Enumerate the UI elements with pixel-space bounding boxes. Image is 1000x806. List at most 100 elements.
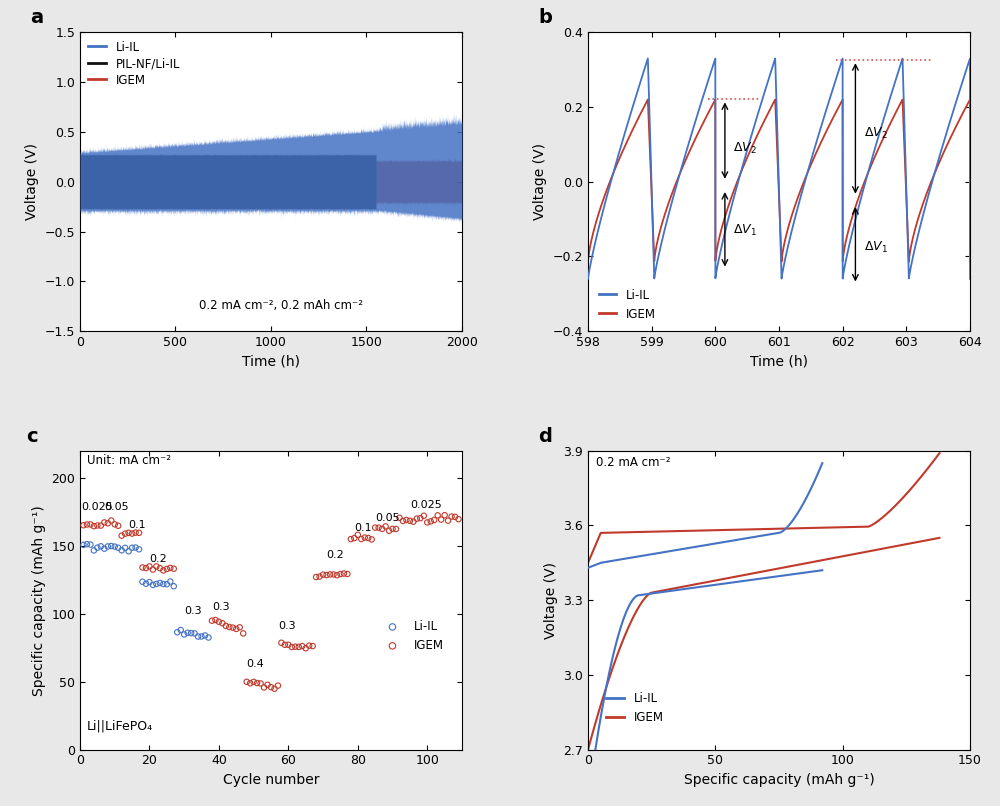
IGEM	[312, 570, 328, 583]
Li-IL	[148, 578, 164, 591]
Text: 0.3: 0.3	[212, 601, 230, 612]
IGEM	[325, 568, 341, 581]
IGEM	[166, 563, 182, 575]
IGEM	[419, 516, 435, 529]
IGEM	[357, 531, 373, 544]
Li-IL	[190, 630, 206, 643]
X-axis label: Time (h): Time (h)	[242, 355, 300, 368]
Text: d: d	[538, 426, 552, 446]
Li-IL	[166, 580, 182, 592]
IGEM	[364, 533, 380, 546]
Text: a: a	[30, 8, 43, 27]
Li-IL	[93, 540, 109, 553]
Y-axis label: Voltage (V): Voltage (V)	[544, 562, 558, 638]
Li-IL	[100, 540, 116, 553]
IGEM	[152, 562, 168, 575]
IGEM	[131, 526, 147, 539]
IGEM	[405, 515, 421, 528]
Li-IL	[197, 629, 213, 642]
IGEM	[225, 621, 241, 634]
IGEM	[221, 621, 237, 634]
Li-IL	[169, 625, 185, 638]
Text: Unit: mA cm⁻²: Unit: mA cm⁻²	[87, 455, 171, 467]
IGEM	[280, 638, 296, 651]
IGEM	[228, 622, 244, 635]
IGEM	[239, 675, 255, 688]
IGEM	[437, 509, 453, 521]
IGEM	[121, 526, 137, 539]
Li-IL	[117, 542, 133, 555]
IGEM	[273, 636, 289, 649]
IGEM	[374, 522, 390, 535]
IGEM	[145, 563, 161, 576]
IGEM	[284, 641, 300, 654]
Text: 0.2 mA cm⁻², 0.2 mAh cm⁻²: 0.2 mA cm⁻², 0.2 mAh cm⁻²	[199, 299, 363, 312]
Li-IL	[141, 575, 157, 588]
Text: 0.025: 0.025	[410, 500, 442, 509]
Li-IL	[159, 578, 175, 591]
Legend: Li-IL, IGEM: Li-IL, IGEM	[602, 688, 668, 729]
Legend: Li-IL, PIL-NF/Li-IL, IGEM: Li-IL, PIL-NF/Li-IL, IGEM	[86, 38, 182, 89]
Li-IL	[86, 544, 102, 557]
IGEM	[322, 568, 338, 581]
Text: 0.3: 0.3	[278, 621, 296, 630]
IGEM	[451, 513, 467, 526]
IGEM	[433, 513, 449, 526]
IGEM	[124, 527, 140, 540]
IGEM	[329, 569, 345, 582]
Text: 0.1: 0.1	[129, 520, 146, 530]
IGEM	[89, 519, 105, 532]
IGEM	[305, 640, 321, 653]
Li-IL	[110, 542, 126, 555]
IGEM	[371, 521, 387, 534]
IGEM	[103, 514, 119, 527]
X-axis label: Time (h): Time (h)	[750, 355, 808, 368]
IGEM	[350, 529, 366, 542]
IGEM	[256, 681, 272, 694]
Li-IL	[200, 631, 216, 644]
Li-IL	[96, 542, 112, 555]
Legend: Li-IL, IGEM: Li-IL, IGEM	[594, 284, 661, 326]
Li-IL	[103, 539, 119, 552]
Li-IL	[135, 575, 151, 588]
IGEM	[214, 617, 230, 629]
IGEM	[270, 679, 286, 692]
Li-IL	[187, 627, 203, 640]
Li-IL	[79, 538, 95, 550]
IGEM	[162, 562, 178, 575]
Li-IL	[82, 538, 98, 551]
IGEM	[416, 509, 432, 522]
Text: $\Delta V_1$: $\Delta V_1$	[733, 222, 757, 238]
IGEM	[385, 522, 401, 535]
IGEM	[117, 527, 133, 540]
IGEM	[96, 516, 112, 529]
IGEM	[93, 519, 109, 532]
IGEM	[107, 518, 123, 531]
IGEM	[86, 520, 102, 533]
Text: Li||LiFePO₄: Li||LiFePO₄	[87, 719, 153, 732]
IGEM	[391, 511, 407, 524]
IGEM	[336, 567, 352, 580]
Y-axis label: Specific capacity (mAh g⁻¹): Specific capacity (mAh g⁻¹)	[32, 505, 46, 696]
Li-IL	[121, 545, 137, 558]
IGEM	[343, 533, 359, 546]
Li-IL	[114, 544, 130, 557]
IGEM	[346, 532, 362, 545]
IGEM	[339, 567, 355, 580]
IGEM	[353, 533, 369, 546]
IGEM	[395, 514, 411, 527]
IGEM	[294, 640, 310, 653]
Y-axis label: Voltage (V): Voltage (V)	[25, 143, 39, 220]
IGEM	[409, 512, 425, 525]
Text: 0.4: 0.4	[247, 659, 264, 669]
Li-IL	[89, 542, 105, 555]
IGEM	[207, 613, 223, 626]
X-axis label: Specific capacity (mAh g⁻¹): Specific capacity (mAh g⁻¹)	[684, 773, 874, 787]
IGEM	[114, 530, 130, 542]
IGEM	[260, 679, 276, 692]
IGEM	[100, 517, 116, 530]
IGEM	[423, 515, 439, 528]
Li-IL	[75, 538, 91, 551]
Li-IL	[107, 540, 123, 553]
Li-IL	[194, 630, 210, 643]
